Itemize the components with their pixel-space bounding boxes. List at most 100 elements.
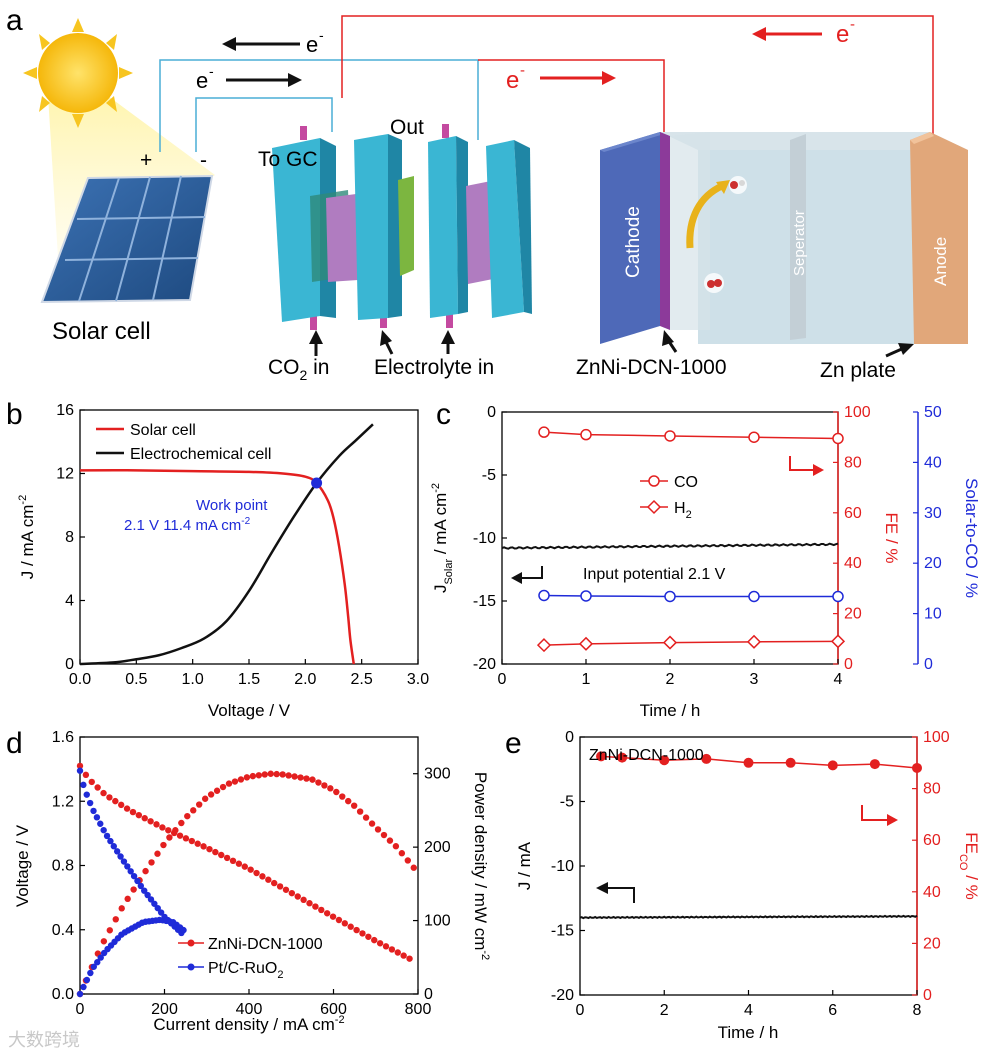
marker-znni-voltage — [235, 860, 243, 867]
y-axis-label-e-left: J / mA — [515, 841, 534, 890]
y-tick-label: 1.2 — [52, 793, 74, 810]
marker-znni-power — [178, 819, 185, 827]
marker-znni-voltage — [82, 771, 90, 779]
marker-fe-co — [827, 760, 838, 771]
y-tick-label: -15 — [473, 593, 496, 610]
marker-znni-voltage — [365, 933, 372, 940]
marker-znni-power — [291, 773, 298, 780]
electron-sup-1: - — [319, 27, 324, 43]
marker-znni-voltage — [200, 843, 207, 850]
series-current-c — [501, 542, 839, 550]
marker-fe-co — [743, 757, 754, 768]
marker-ptc-voltage — [127, 868, 134, 875]
marker-znni-power — [106, 927, 114, 934]
marker-ptc-voltage — [157, 909, 165, 916]
separator-label: Seperator — [791, 210, 808, 276]
marker-znni-voltage — [182, 835, 190, 842]
marker-ptc-voltage — [107, 837, 114, 845]
marker-h2 — [536, 638, 552, 653]
marker-co — [664, 430, 676, 442]
y-tick-label: 0 — [487, 404, 496, 421]
marker-znni-power — [225, 780, 233, 787]
marker-ptc-power — [83, 976, 91, 984]
marker-znni-voltage — [212, 848, 219, 856]
marker-znni-power — [285, 772, 292, 779]
series-d — [76, 762, 417, 998]
marker-znni-power — [279, 771, 286, 778]
marker-znni-voltage — [335, 916, 343, 924]
marker-co — [538, 426, 550, 438]
y-tick-label: 30 — [924, 505, 942, 522]
marker-solar-to-co — [580, 590, 592, 602]
marker-znni-power — [267, 770, 274, 777]
y-axis-label-b: J / mA cm-2 — [17, 495, 37, 579]
marker-znni-power — [219, 783, 227, 791]
marker-h2 — [746, 634, 762, 649]
y-tick-label: 300 — [424, 766, 451, 783]
series-e — [579, 751, 922, 920]
x-tick-label: 600 — [320, 1001, 347, 1018]
y-tick-label: -10 — [551, 858, 574, 875]
marker-ptc-power — [94, 959, 101, 966]
marker-ptc-power — [97, 954, 104, 961]
x-tick-label: 8 — [913, 1002, 922, 1019]
marker-znni-voltage — [218, 851, 225, 859]
chart-title-e: ZnNi-DCN-1000 — [589, 747, 704, 764]
electron-label-2: e — [196, 68, 208, 93]
zn-plate-label: Zn plate — [820, 359, 896, 382]
marker-znni-voltage — [241, 863, 248, 870]
marker-znni-power — [374, 826, 382, 833]
marker-znni-voltage — [117, 801, 125, 809]
y-tick-label: 4 — [65, 593, 74, 610]
marker-znni-voltage — [123, 805, 131, 812]
legend-d: ZnNi-DCN-1000 Pt/C-RuO2 — [178, 936, 323, 981]
marker-znni-voltage — [147, 818, 154, 825]
marker-co — [748, 431, 760, 443]
marker-znni-power — [184, 812, 191, 820]
plot-frame-c — [501, 411, 839, 665]
marker-ptc-voltage — [90, 807, 97, 815]
marker-ptc-voltage — [137, 882, 145, 890]
x-tick-label: 2 — [666, 671, 675, 688]
marker-znni-voltage — [376, 940, 384, 947]
marker-fe-co — [617, 752, 628, 763]
marker-ptc-voltage — [141, 887, 148, 894]
marker-znni-voltage — [288, 889, 296, 897]
zn-plate-arrow — [885, 343, 914, 358]
input-potential-label: Input potential 2.1 V — [583, 566, 726, 583]
marker-znni-voltage — [247, 866, 254, 873]
x-tick-label: 400 — [236, 1001, 263, 1018]
marker-ptc-power — [90, 963, 98, 970]
legend-c: CO H2 — [640, 474, 698, 521]
y-tick-label: -5 — [560, 794, 574, 811]
marker-ptc-voltage — [83, 791, 90, 798]
marker-znni-power — [207, 791, 215, 798]
marker-znni-power — [231, 778, 239, 785]
marker-ptc-voltage — [144, 891, 151, 899]
marker-znni-voltage — [253, 869, 260, 877]
marker-ptc-voltage — [120, 858, 128, 865]
legend-solar-cell: Solar cell — [130, 422, 196, 439]
marker-znni-power — [142, 867, 149, 875]
marker-ptc-voltage — [100, 826, 107, 834]
marker-znni-voltage — [341, 920, 349, 927]
work-point-label: Work point — [196, 497, 268, 514]
marker-h2 — [578, 636, 594, 651]
solar-cell-label: Solar cell — [52, 318, 151, 345]
marker-znni-voltage — [300, 896, 307, 904]
marker-fe-co — [659, 755, 670, 766]
marker-znni-voltage — [76, 762, 84, 770]
marker-ptc-voltage — [103, 832, 111, 840]
marker-ptc-power — [80, 983, 87, 991]
marker-znni-power — [315, 779, 322, 786]
watermark: 大数跨境 — [8, 1030, 80, 1050]
x-tick-label: 2 — [660, 1002, 669, 1019]
electron-sup-3: - — [520, 62, 525, 79]
marker-znni-power — [166, 834, 173, 841]
marker-h2 — [662, 635, 678, 650]
marker-znni-power — [356, 808, 364, 815]
marker-znni-power — [201, 795, 209, 802]
marker-znni-voltage — [371, 936, 378, 944]
marker-znni-power — [100, 938, 108, 945]
x-tick-label: 0.5 — [125, 671, 147, 688]
